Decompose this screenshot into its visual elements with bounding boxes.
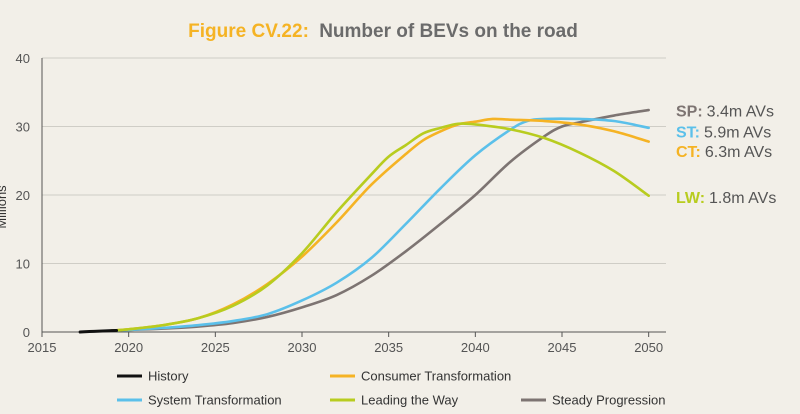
legend-label-leading-the-way: Leading the Way [361, 393, 459, 408]
chart-title: Figure CV.22: Number of BEVs on the road [188, 21, 578, 42]
annotation-prefix: ST: [676, 124, 700, 141]
x-tick-label: 2040 [461, 340, 490, 355]
x-tick-label: 2050 [634, 340, 663, 355]
series-line-leading-the-way [110, 122, 650, 332]
chart-title-main: Number of BEVs on the road [319, 21, 578, 42]
legend-label-system-transformation: System Transformation [148, 393, 282, 408]
legend-label-steady-progression: Steady Progression [552, 393, 665, 408]
x-tick-label: 2020 [114, 340, 143, 355]
series-lines [78, 108, 650, 334]
annotation-value: 6.3m AVs [705, 144, 772, 161]
x-tick-label: 2035 [374, 340, 403, 355]
x-tick-label: 2045 [548, 340, 577, 355]
y-tick-label: 20 [16, 188, 30, 203]
annotation-prefix: CT: [676, 144, 701, 161]
grid [42, 57, 666, 264]
series-line-consumer-transformation [110, 117, 650, 332]
legend-label-consumer-transformation: Consumer Transformation [361, 369, 511, 384]
y-tick-label: 10 [16, 257, 30, 272]
series-line-steady-progression [110, 108, 650, 332]
x-tick-label: 2030 [288, 340, 317, 355]
annotation-value: 1.8m AVs [709, 190, 776, 207]
annotation-label: SP: 3.4m AVs [676, 104, 774, 121]
y-tick-label: 0 [23, 325, 30, 340]
chart-title-prefix: Figure CV.22: [188, 21, 309, 42]
annotation-value: 3.4m AVs [707, 104, 774, 121]
annotation-label: ST: 5.9m AVs [676, 124, 771, 141]
legend-label-history: History [148, 369, 189, 384]
y-tick-label: 30 [16, 120, 30, 135]
annotation-prefix: SP: [676, 104, 703, 121]
y-axis-label: Millions [0, 185, 9, 229]
annotation-label: LW: 1.8m AVs [676, 190, 776, 207]
annotation-label: CT: 6.3m AVs [676, 144, 772, 161]
annotation-prefix: LW: [676, 190, 705, 207]
series-line-history [78, 328, 119, 334]
series-line-system-transformation [110, 117, 650, 332]
x-tick-label: 2025 [201, 340, 230, 355]
legend: History Consumer Transformation System Tra… [117, 369, 665, 408]
x-tick-label: 2015 [28, 340, 57, 355]
y-tick-label: 40 [16, 51, 30, 66]
annotation-value: 5.9m AVs [704, 124, 771, 141]
